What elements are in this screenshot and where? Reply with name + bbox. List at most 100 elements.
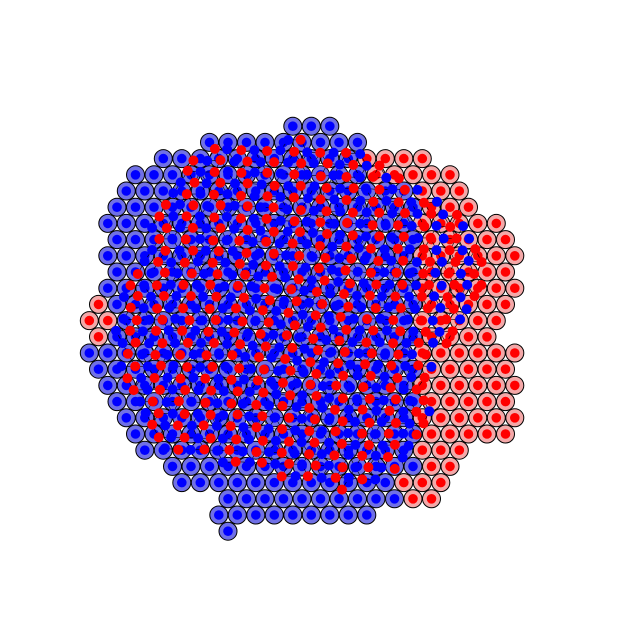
core-particle-red bbox=[329, 450, 340, 461]
particle-center-dot bbox=[510, 283, 520, 294]
particle-red bbox=[449, 343, 469, 363]
core-particle-red bbox=[255, 329, 266, 340]
particle-center-dot bbox=[204, 461, 215, 472]
core-particle-red bbox=[320, 253, 331, 263]
core-particle-blue bbox=[411, 280, 421, 291]
core-particle-blue bbox=[463, 255, 474, 266]
core-particle-blue bbox=[244, 434, 254, 445]
core-particle-red bbox=[392, 243, 403, 254]
core-particle-red bbox=[366, 348, 377, 359]
core-particle-blue bbox=[186, 396, 197, 407]
core-particle-blue bbox=[273, 366, 284, 376]
particle-center-dot bbox=[454, 445, 465, 456]
core-particle-blue bbox=[212, 398, 223, 409]
core-particle-red bbox=[209, 143, 220, 154]
particle-center-dot bbox=[140, 218, 150, 229]
particle-red bbox=[505, 408, 525, 428]
core-particle-blue bbox=[328, 170, 339, 181]
core-particle-red bbox=[374, 160, 385, 171]
core-particle-blue bbox=[303, 193, 313, 204]
core-particle-red bbox=[131, 315, 142, 326]
core-particle-blue bbox=[317, 402, 328, 413]
core-particle-blue bbox=[251, 293, 262, 304]
particle-center-dot bbox=[482, 234, 492, 245]
core-particle-blue bbox=[335, 183, 346, 194]
particle-center-dot bbox=[121, 218, 132, 229]
particle-red bbox=[412, 149, 432, 169]
core-particle-blue bbox=[359, 254, 370, 265]
particle-center-dot bbox=[436, 477, 446, 488]
core-particle-red bbox=[268, 202, 279, 213]
particle-center-dot bbox=[93, 299, 104, 310]
core-particle-blue bbox=[216, 326, 227, 337]
core-particle-red bbox=[149, 373, 160, 383]
core-particle-blue bbox=[217, 303, 228, 314]
core-particle-red bbox=[236, 190, 246, 201]
particle-center-dot bbox=[491, 251, 502, 261]
particle-center-dot bbox=[112, 202, 122, 212]
core-particle-blue bbox=[343, 449, 354, 460]
core-particle-blue bbox=[298, 367, 309, 378]
core-particle-blue bbox=[242, 328, 253, 339]
core-particle-red bbox=[277, 400, 288, 411]
core-particle-red bbox=[181, 189, 192, 200]
particle-red bbox=[505, 375, 525, 395]
core-particle-red bbox=[182, 337, 193, 348]
core-particle-blue bbox=[222, 189, 233, 200]
core-particle-red bbox=[206, 385, 217, 396]
particle-center-dot bbox=[510, 251, 520, 261]
core-particle-red bbox=[281, 330, 292, 341]
core-particle-blue bbox=[323, 460, 334, 471]
particle-blue bbox=[172, 149, 192, 169]
particle-center-dot bbox=[445, 396, 455, 407]
core-particle-red bbox=[179, 432, 190, 443]
particle-center-dot bbox=[158, 153, 169, 164]
particle-center-dot bbox=[445, 429, 455, 439]
particle-red bbox=[459, 424, 478, 444]
particle-center-dot bbox=[491, 380, 502, 391]
core-particle-red bbox=[277, 377, 288, 388]
core-particle-blue bbox=[350, 416, 360, 427]
core-particle-blue bbox=[430, 267, 441, 278]
core-particle-blue bbox=[397, 452, 408, 463]
particle-center-dot bbox=[500, 234, 511, 245]
core-particle-red bbox=[345, 278, 356, 289]
core-particle-red bbox=[388, 338, 398, 349]
core-particle-blue bbox=[343, 404, 354, 415]
core-particle-blue bbox=[398, 384, 409, 395]
core-particle-red bbox=[209, 212, 220, 223]
particle-red bbox=[394, 473, 414, 493]
particle-blue bbox=[172, 473, 192, 493]
core-particle-blue bbox=[202, 201, 213, 211]
core-particle-blue bbox=[239, 374, 250, 385]
core-particle-red bbox=[305, 379, 316, 390]
core-particle-red bbox=[180, 234, 191, 245]
core-particle-red bbox=[364, 393, 375, 404]
core-particle-blue bbox=[229, 156, 240, 167]
core-particle-blue bbox=[244, 411, 255, 422]
particle-red bbox=[477, 230, 497, 250]
core-particle-blue bbox=[355, 195, 366, 206]
core-particle-blue bbox=[199, 268, 210, 279]
particle-center-dot bbox=[269, 477, 280, 488]
core-particle-blue bbox=[316, 426, 327, 437]
core-particle-red bbox=[363, 462, 374, 473]
core-particle-red bbox=[224, 445, 235, 455]
core-particle-red bbox=[242, 225, 253, 235]
core-particle-blue bbox=[138, 303, 149, 314]
particle-red bbox=[468, 213, 488, 233]
core-particle-blue bbox=[300, 262, 311, 273]
particle-center-dot bbox=[426, 429, 437, 439]
particle-blue bbox=[329, 132, 349, 152]
core-particle-blue bbox=[376, 416, 387, 427]
particle-center-dot bbox=[149, 170, 159, 180]
particle-blue bbox=[153, 149, 173, 169]
core-particle-blue bbox=[186, 420, 197, 431]
particle-blue bbox=[357, 505, 377, 525]
core-particle-blue bbox=[436, 280, 447, 291]
core-particle-red bbox=[215, 155, 226, 166]
core-particle-red bbox=[311, 391, 322, 401]
core-particle-red bbox=[122, 348, 133, 359]
core-particle-blue bbox=[275, 168, 286, 179]
